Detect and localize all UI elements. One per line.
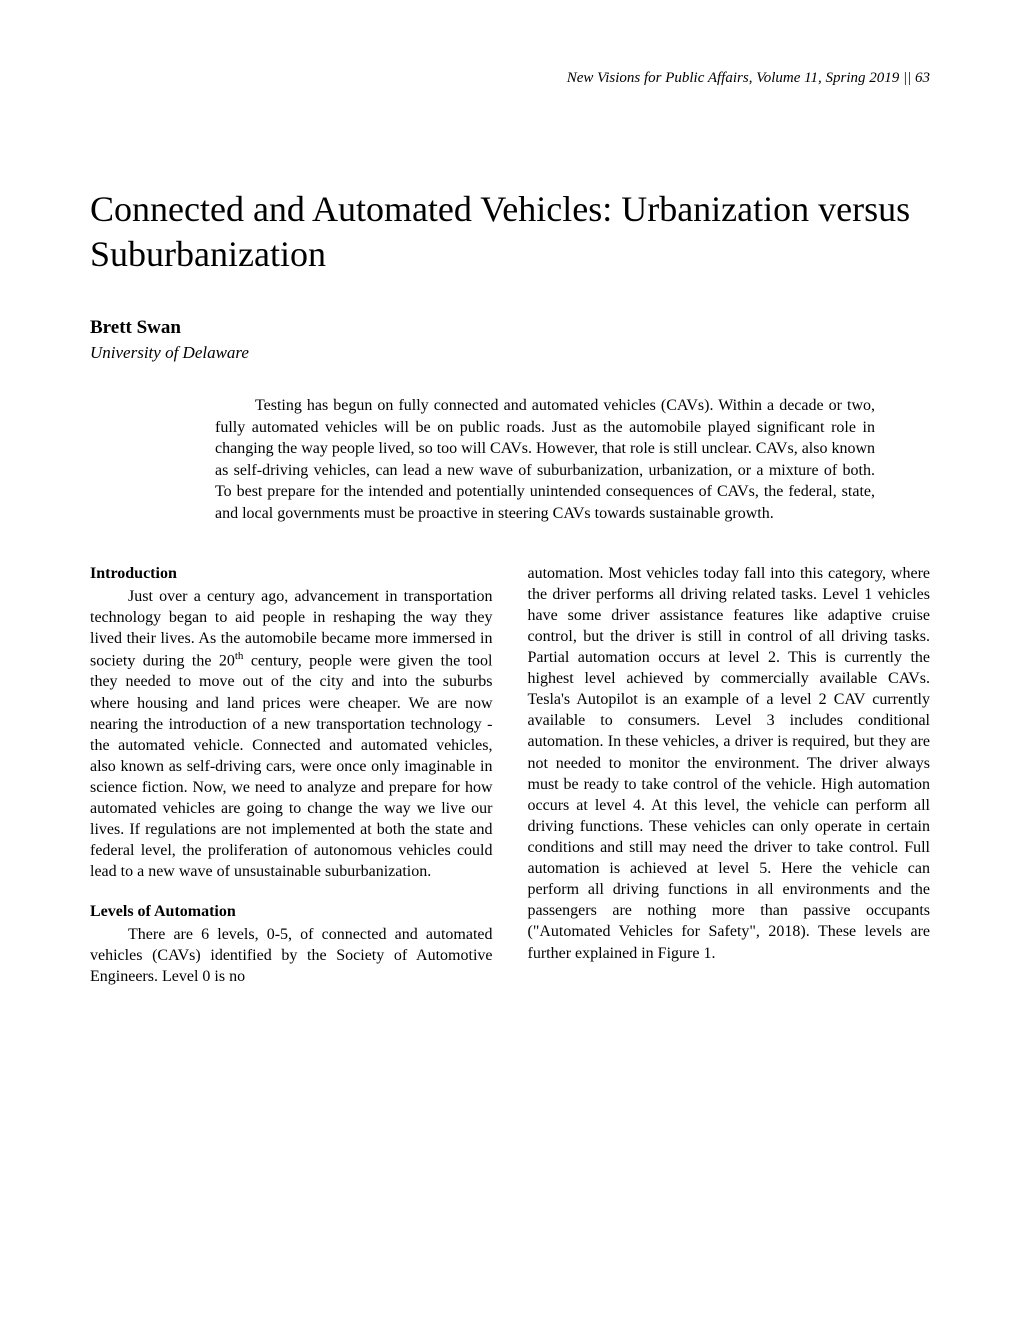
page-header: New Visions for Public Affairs, Volume 1…: [90, 70, 930, 87]
levels-paragraph-col2: automation. Most vehicles today fall int…: [528, 563, 931, 964]
levels-heading: Levels of Automation: [90, 901, 493, 922]
left-column: Introduction Just over a century ago, ad…: [90, 563, 493, 987]
body-columns: Introduction Just over a century ago, ad…: [90, 563, 930, 987]
author-affiliation: University of Delaware: [90, 343, 930, 363]
intro-paragraph: Just over a century ago, advancement in …: [90, 586, 493, 883]
right-column: automation. Most vehicles today fall int…: [528, 563, 931, 987]
journal-name: New Visions for Public Affairs: [567, 70, 749, 86]
intro-heading: Introduction: [90, 563, 493, 584]
author-name: Brett Swan: [90, 317, 930, 339]
abstract-text: Testing has begun on fully connected and…: [215, 395, 875, 525]
article-title: Connected and Automated Vehicles: Urbani…: [90, 187, 930, 277]
abstract-block: Testing has begun on fully connected and…: [90, 395, 930, 525]
levels-paragraph-col1: There are 6 levels, 0-5, of connected an…: [90, 924, 493, 987]
issue-info: , Volume 11, Spring 2019 || 63: [749, 70, 930, 86]
